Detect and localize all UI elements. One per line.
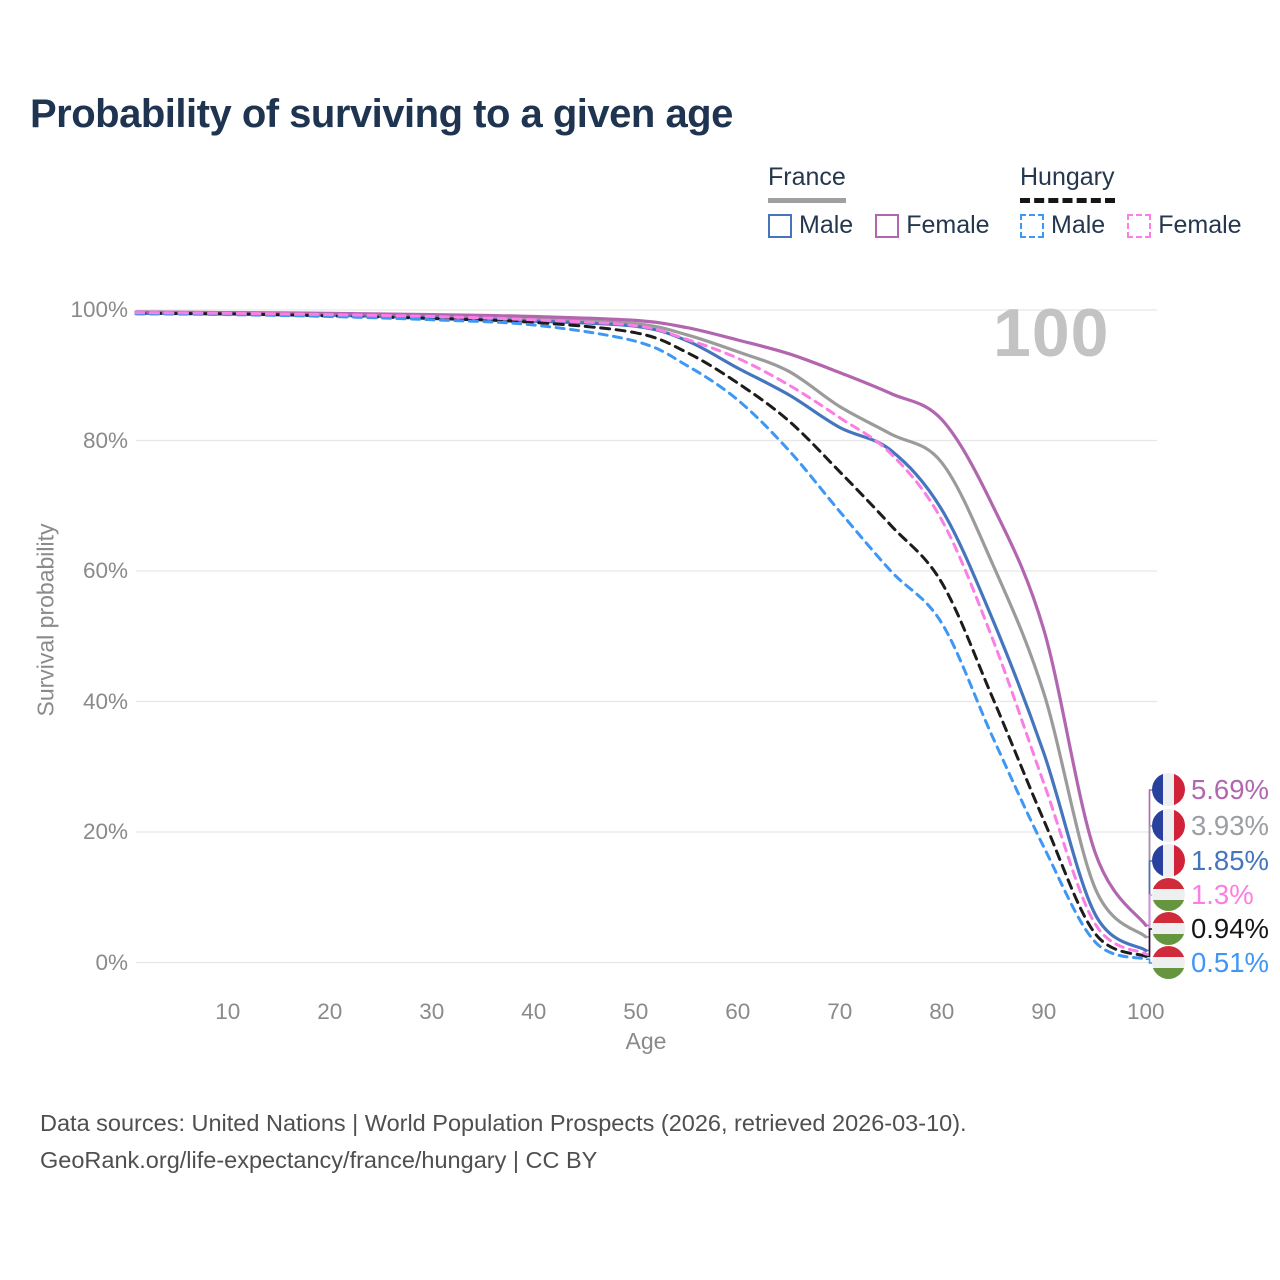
end-label-row: 1.85% bbox=[1152, 844, 1269, 877]
legend-item-label: Male bbox=[1051, 211, 1106, 239]
france-flag-icon bbox=[1152, 773, 1185, 806]
end-value-text: 0.51% bbox=[1191, 946, 1269, 978]
y-axis-title: Survival probability bbox=[32, 523, 59, 717]
legend-item-label: Male bbox=[799, 211, 854, 239]
curve-hungary-both-sexes bbox=[134, 311, 1148, 958]
legend-item-label: Female bbox=[906, 211, 990, 239]
end-label-row: 5.69% bbox=[1152, 773, 1269, 806]
legend-swatch-icon bbox=[1127, 213, 1152, 238]
legend-item-france-male[interactable]: Male bbox=[768, 211, 853, 240]
x-tick-label: 30 bbox=[419, 999, 445, 1024]
legend-group-france: France Male Female bbox=[768, 163, 990, 240]
hungary-flag-icon bbox=[1152, 912, 1185, 945]
france-flag-icon bbox=[1152, 844, 1185, 877]
x-tick-label: 20 bbox=[317, 999, 343, 1024]
x-tick-label: 80 bbox=[929, 999, 955, 1024]
x-tick-label: 40 bbox=[521, 999, 547, 1024]
y-tick-label: 40% bbox=[82, 688, 128, 714]
curve-france-both-sexes bbox=[134, 311, 1148, 939]
legend-country-france[interactable]: France bbox=[768, 163, 846, 203]
y-tick-label: 60% bbox=[82, 558, 128, 583]
curve-france-female bbox=[134, 310, 1148, 927]
age-counter-watermark: 100 bbox=[993, 295, 1110, 371]
y-tick-label: 0% bbox=[95, 949, 128, 975]
x-tick-label: 50 bbox=[623, 999, 649, 1024]
curve-hungary-male bbox=[134, 312, 1148, 961]
x-tick-label: 90 bbox=[1031, 999, 1057, 1024]
end-label-row: 0.94% bbox=[1152, 912, 1269, 945]
data-source-line: Data sources: United Nations | World Pop… bbox=[40, 1110, 967, 1136]
attribution-line: GeoRank.org/life-expectancy/france/hunga… bbox=[40, 1147, 598, 1173]
x-tick-label: 70 bbox=[827, 999, 853, 1024]
end-value-text: 0.94% bbox=[1191, 912, 1269, 944]
y-tick-label: 100% bbox=[70, 297, 128, 322]
end-value-text: 3.93% bbox=[1191, 809, 1269, 841]
legend-swatch-icon bbox=[875, 213, 900, 238]
legend-item-label: Female bbox=[1158, 211, 1242, 239]
hungary-flag-icon bbox=[1152, 878, 1185, 911]
legend-swatch-icon bbox=[768, 213, 792, 238]
end-label-row: 3.93% bbox=[1152, 809, 1269, 842]
end-value-text: 1.3% bbox=[1191, 878, 1254, 910]
hungary-flag-icon bbox=[1152, 946, 1185, 979]
end-value-text: 1.85% bbox=[1191, 844, 1269, 876]
x-tick-label: 100 bbox=[1127, 999, 1165, 1024]
x-axis-title: Age bbox=[625, 1028, 667, 1054]
curve-hungary-female bbox=[134, 311, 1148, 956]
legend-country-hungary[interactable]: Hungary bbox=[1020, 163, 1115, 203]
end-value-text: 5.69% bbox=[1191, 773, 1269, 805]
france-flag-icon bbox=[1152, 809, 1185, 842]
end-label-row: 1.3% bbox=[1152, 878, 1254, 911]
end-label-row: 0.51% bbox=[1152, 946, 1269, 979]
x-tick-label: 10 bbox=[215, 999, 241, 1024]
x-tick-label: 60 bbox=[725, 999, 751, 1024]
curve-france-male bbox=[134, 311, 1148, 952]
legend-item-france-female[interactable]: Female bbox=[875, 211, 990, 240]
legend-item-hungary-female[interactable]: Female bbox=[1127, 211, 1242, 240]
legend-item-hungary-male[interactable]: Male bbox=[1020, 211, 1105, 240]
y-tick-label: 20% bbox=[82, 819, 128, 844]
legend-swatch-icon bbox=[1020, 213, 1044, 238]
legend-group-hungary: Hungary Male Female bbox=[1020, 163, 1242, 240]
page-title: Probability of surviving to a given age bbox=[30, 92, 733, 136]
y-tick-label: 80% bbox=[82, 427, 128, 453]
